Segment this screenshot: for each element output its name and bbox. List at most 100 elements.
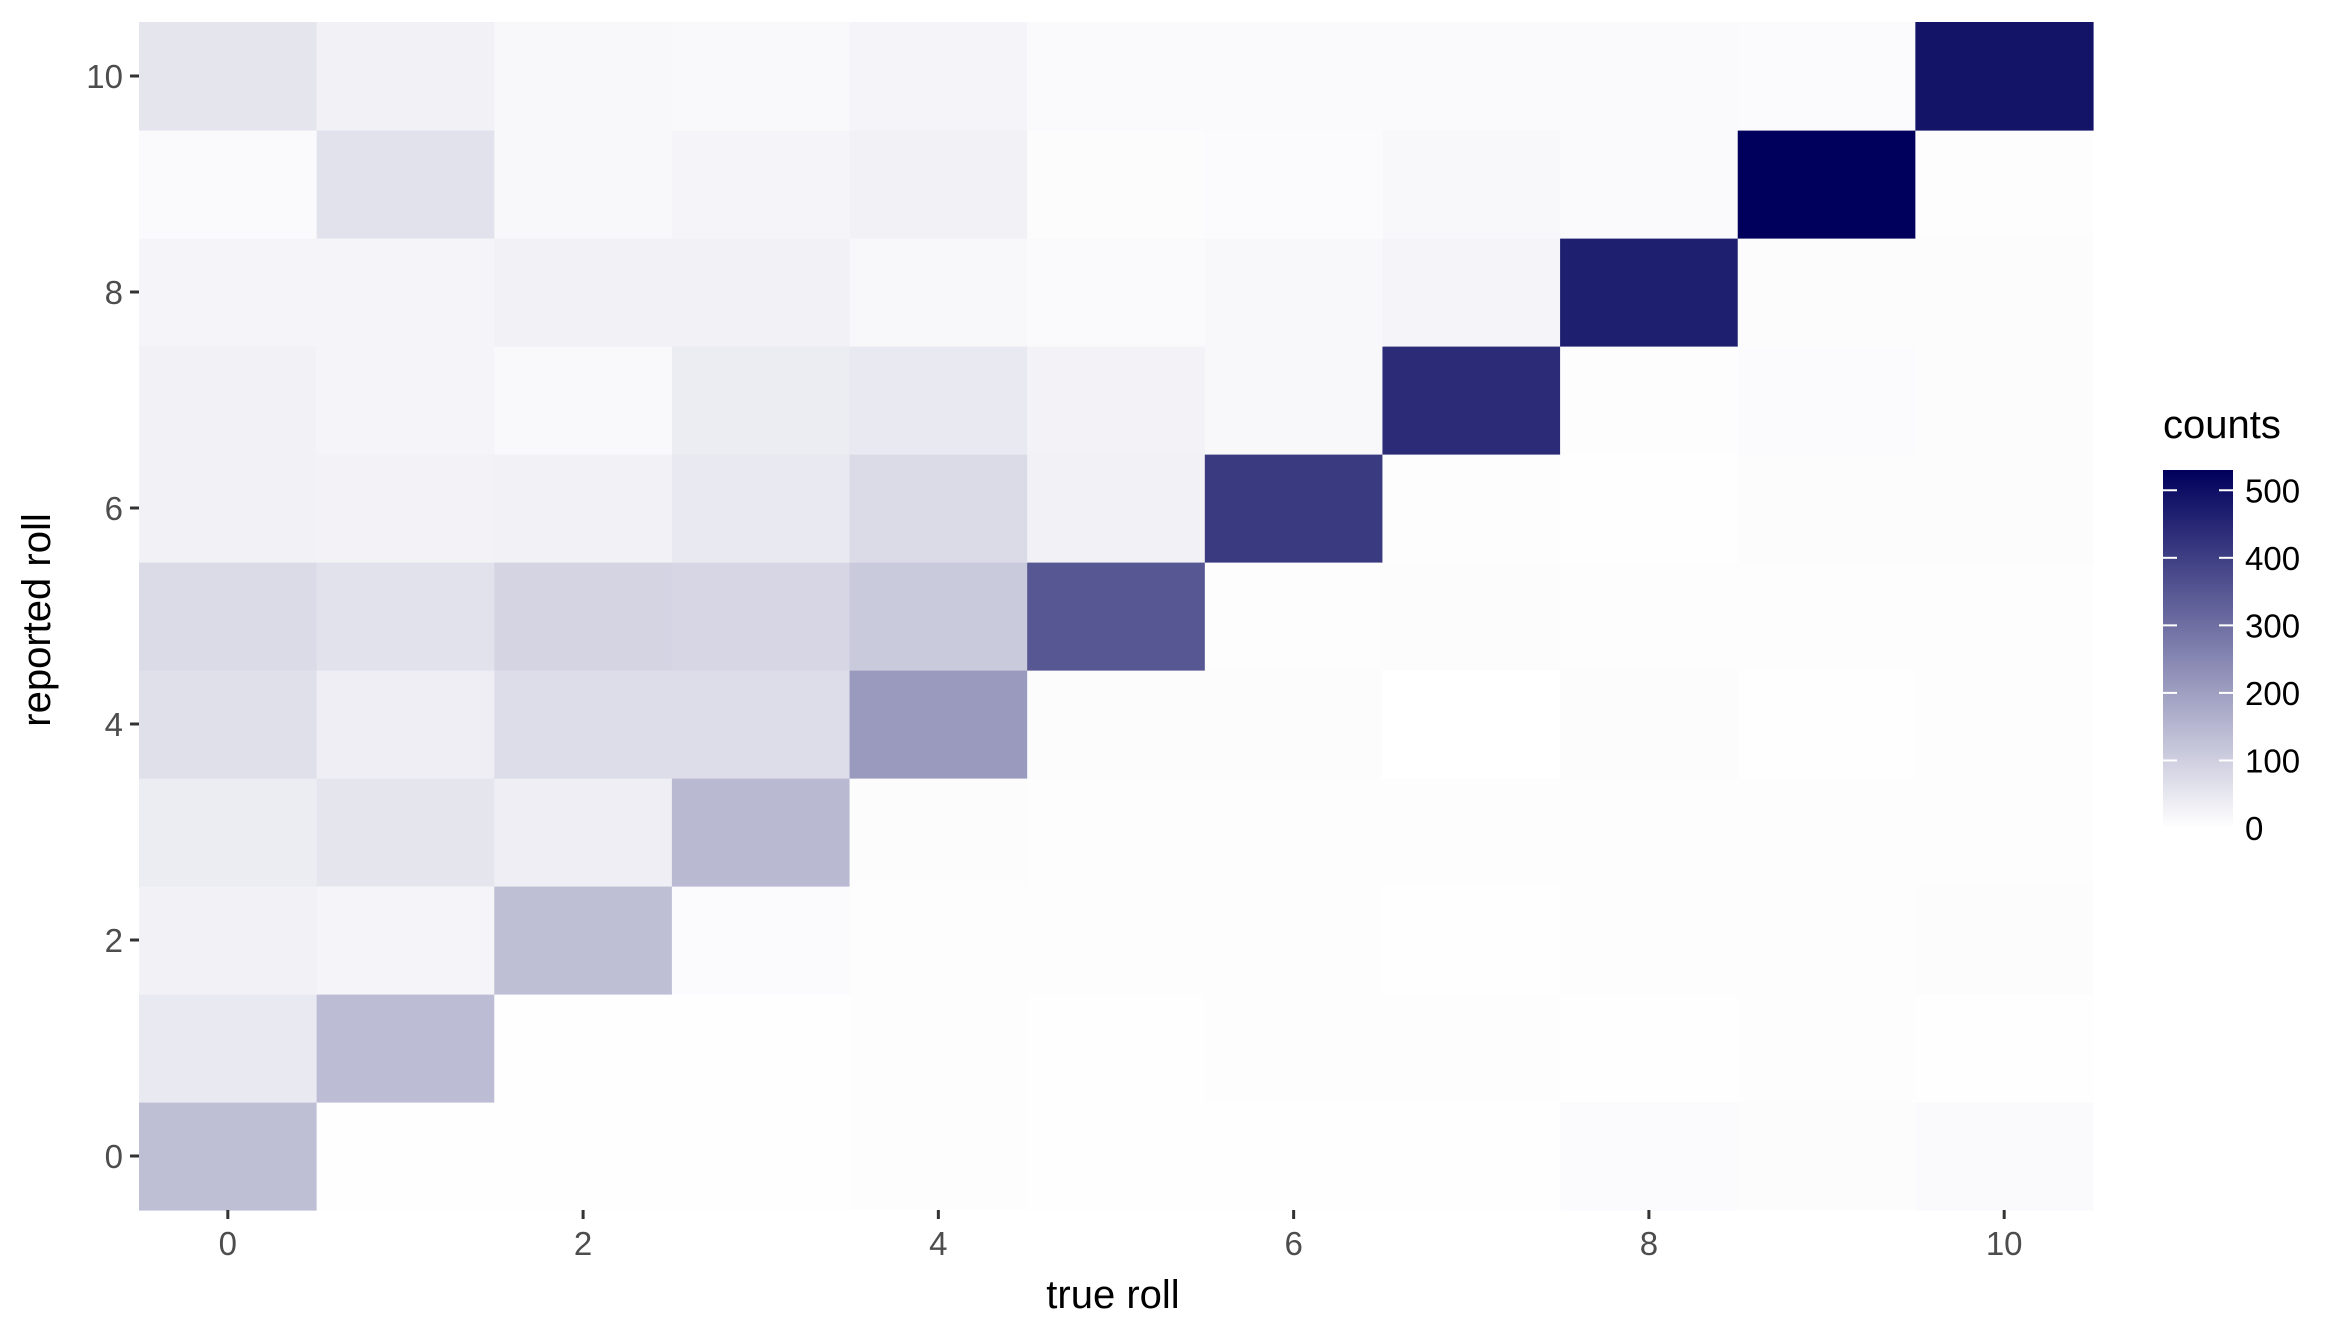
heatmap-cell [1915,1102,2094,1211]
heatmap-cell [1915,562,2094,671]
legend: counts 0 100 200 300 400 500 [2163,403,2300,847]
heatmap-cell [494,346,673,455]
heatmap-cell [1915,454,2094,563]
heatmap-cell [1737,238,1916,347]
heatmap-cell [1382,994,1561,1103]
heatmap-cell [1560,1102,1739,1211]
heatmap-cell [1560,130,1739,239]
y-tick-label: 8 [105,274,123,311]
heatmap-cell [1560,454,1739,563]
heatmap-cell [1382,346,1561,455]
legend-title: counts [2163,403,2281,447]
heatmap-cell [671,130,851,239]
heatmap-cell [1560,238,1739,347]
heatmap-cell [494,994,673,1103]
heatmap-cell [1737,886,1916,995]
heatmap-cell [1204,1102,1384,1211]
legend-ticks: 0 100 200 300 400 500 [2163,472,2300,847]
heatmap-cell [494,454,673,563]
x-tick-label: 0 [219,1225,237,1262]
heatmap-cell [849,22,1028,131]
y-axis-title: reported roll [15,513,59,726]
heatmap-cell [1737,454,1916,563]
heatmap-cell [494,1102,673,1211]
heatmap-cell [494,562,673,671]
heatmap-cell [671,454,851,563]
heatmap-cell [1382,778,1561,887]
heatmap-cell [1560,670,1739,779]
x-tick-label: 6 [1284,1225,1302,1262]
heatmap-cell [1382,130,1561,239]
x-tick-label: 4 [929,1225,947,1262]
heatmap-cell [1027,130,1206,239]
heatmap-cell [316,778,495,887]
heatmap-cell [316,562,495,671]
heatmap-cell [1204,562,1384,671]
x-axis: 0 2 4 6 8 10 [219,1210,2023,1262]
heatmap-cell [1027,346,1206,455]
heatmap-cell [139,1102,318,1211]
heatmap-cell [1204,454,1384,563]
heatmap-cell [494,886,673,995]
heatmap-cell [139,778,318,887]
heatmap-cell [671,670,851,779]
x-tick-label: 10 [1986,1225,2023,1262]
heatmap-cell [1204,22,1384,131]
heatmap-cell [316,238,495,347]
heatmap-cell [1382,886,1561,995]
heatmap-cell [1915,994,2094,1103]
heatmap-cell [1027,454,1206,563]
heatmap-cell [1027,562,1206,671]
heatmap-cell [1737,562,1916,671]
heatmap-cell [1915,130,2094,239]
y-axis: 0 2 4 6 8 10 [86,58,139,1175]
heatmap-cell [1204,346,1384,455]
heatmap-cell [1382,562,1561,671]
heatmap-cell [494,238,673,347]
heatmap-cell [316,994,495,1103]
heatmap-cell [1737,778,1916,887]
heatmap-cell [1027,238,1206,347]
heatmap-cell [671,886,851,995]
legend-colorbar [2163,470,2233,828]
heatmap-cell [316,670,495,779]
legend-tick-label: 100 [2245,742,2300,779]
heatmap-cell [1382,454,1561,563]
heatmap-cell [316,1102,495,1211]
x-axis-title: true roll [1046,1273,1179,1317]
heatmap-cell [671,22,851,131]
y-tick-label: 6 [105,490,123,527]
heatmap-cell [849,1102,1028,1211]
heatmap-cell [1915,22,2094,131]
heatmap-cell [1027,22,1206,131]
heatmap-cell [1915,778,2094,887]
legend-tick-label: 400 [2245,540,2300,577]
heatmap-cell [1204,238,1384,347]
heatmap-cell [1737,994,1916,1103]
heatmap-cell [1204,886,1384,995]
y-tick-label: 4 [105,706,123,743]
heatmap-cell [316,130,495,239]
heatmap-cell [1027,1102,1206,1211]
heatmap-cell [139,238,318,347]
heatmap-cell [316,22,495,131]
heatmap-cell [1915,346,2094,455]
heatmap-cell [316,454,495,563]
heatmap-cell [1560,886,1739,995]
heatmap-cell [139,562,318,671]
heatmap-cell [139,130,318,239]
heatmap-cell [671,562,851,671]
legend-tick-label: 0 [2245,810,2263,847]
x-tick-label: 8 [1640,1225,1658,1262]
legend-tick-label: 500 [2245,472,2300,509]
heatmap-cell [1027,778,1206,887]
heatmap-cell [139,994,318,1103]
heatmap-cell [1204,670,1384,779]
heatmap-cells [139,22,2094,1211]
heatmap-cell [1204,994,1384,1103]
heatmap-cell [1915,886,2094,995]
heatmap-cell [671,346,851,455]
x-tick-label: 2 [574,1225,592,1262]
legend-tick-label: 200 [2245,675,2300,712]
